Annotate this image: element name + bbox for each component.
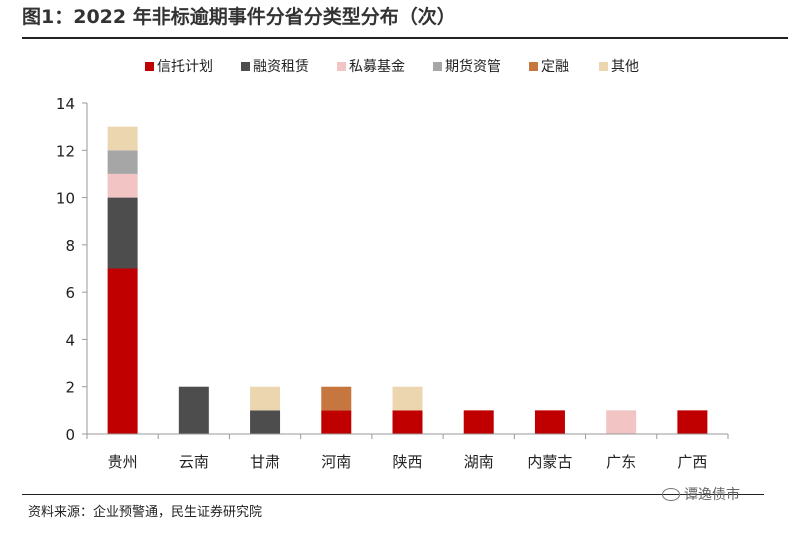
- bar-segment: [321, 410, 352, 434]
- legend-label: 信托计划: [157, 59, 213, 75]
- bar-segment: [250, 386, 281, 411]
- title-rule: [22, 37, 788, 39]
- legend-label: 定融: [541, 59, 569, 75]
- y-tick-label: 6: [65, 284, 75, 302]
- legend-swatch: [433, 62, 442, 71]
- watermark-text: 谭逸债市: [684, 487, 740, 503]
- x-tick-label: 云南: [179, 453, 209, 471]
- bar-segment: [392, 386, 423, 411]
- legend-swatch: [529, 62, 538, 71]
- bar-segment: [107, 150, 138, 174]
- axes: 0 2 4 6 8 10 12 14 贵州 云南 甘肃 河南 陕西 湖南 内蒙古 广东 广西: [56, 95, 729, 471]
- legend-swatch: [145, 62, 154, 71]
- chart-title: 图1：2022 年非标逾期事件分省分类型分布（次）: [22, 6, 456, 28]
- legend-swatch: [241, 62, 250, 71]
- legend-label: 其他: [611, 59, 639, 75]
- wechat-icon: [662, 487, 680, 501]
- legend: 信托计划 融资租赁 私募基金 期货资管 定融 其他: [145, 58, 639, 75]
- x-tick-label: 内蒙古: [527, 453, 572, 471]
- bar-segment: [463, 410, 494, 434]
- bar-segment: [534, 410, 565, 434]
- y-tick-label: 4: [65, 331, 75, 349]
- y-tick-label: 8: [65, 237, 75, 255]
- y-tick-label: 2: [65, 379, 75, 397]
- legend-label: 期货资管: [445, 58, 501, 75]
- y-tick-label: 10: [56, 190, 75, 208]
- bar-segment: [178, 386, 209, 434]
- x-tick-label: 广西: [677, 453, 707, 471]
- bar-segment: [606, 410, 637, 434]
- bar-segment: [107, 197, 138, 269]
- x-tick-label: 湖南: [464, 453, 494, 471]
- y-tick-label: 12: [56, 142, 75, 160]
- x-tick-label: 贵州: [108, 453, 138, 471]
- footer-rule: [22, 494, 764, 495]
- watermark: 谭逸债市: [662, 484, 740, 504]
- legend-label: 融资租赁: [253, 59, 309, 75]
- x-tick-label: 陕西: [392, 453, 422, 471]
- legend-label: 私募基金: [349, 58, 405, 75]
- bar-segment: [107, 126, 138, 151]
- bar-segment: [107, 268, 138, 434]
- bar-segment: [250, 410, 281, 434]
- y-tick-label: 14: [56, 95, 75, 113]
- legend-swatch: [599, 62, 608, 71]
- legend-swatch: [337, 62, 346, 71]
- bar-segment: [392, 410, 423, 434]
- bar-segment: [107, 173, 138, 198]
- source-note: 资料来源：企业预警通，民生证券研究院: [28, 505, 263, 520]
- bar-segment: [321, 386, 352, 411]
- bar-segment: [677, 410, 708, 434]
- bars: [107, 126, 708, 434]
- x-tick-label: 河南: [321, 453, 351, 471]
- y-tick-label: 0: [65, 426, 75, 444]
- x-tick-label: 甘肃: [250, 453, 280, 471]
- x-tick-label: 广东: [606, 453, 636, 471]
